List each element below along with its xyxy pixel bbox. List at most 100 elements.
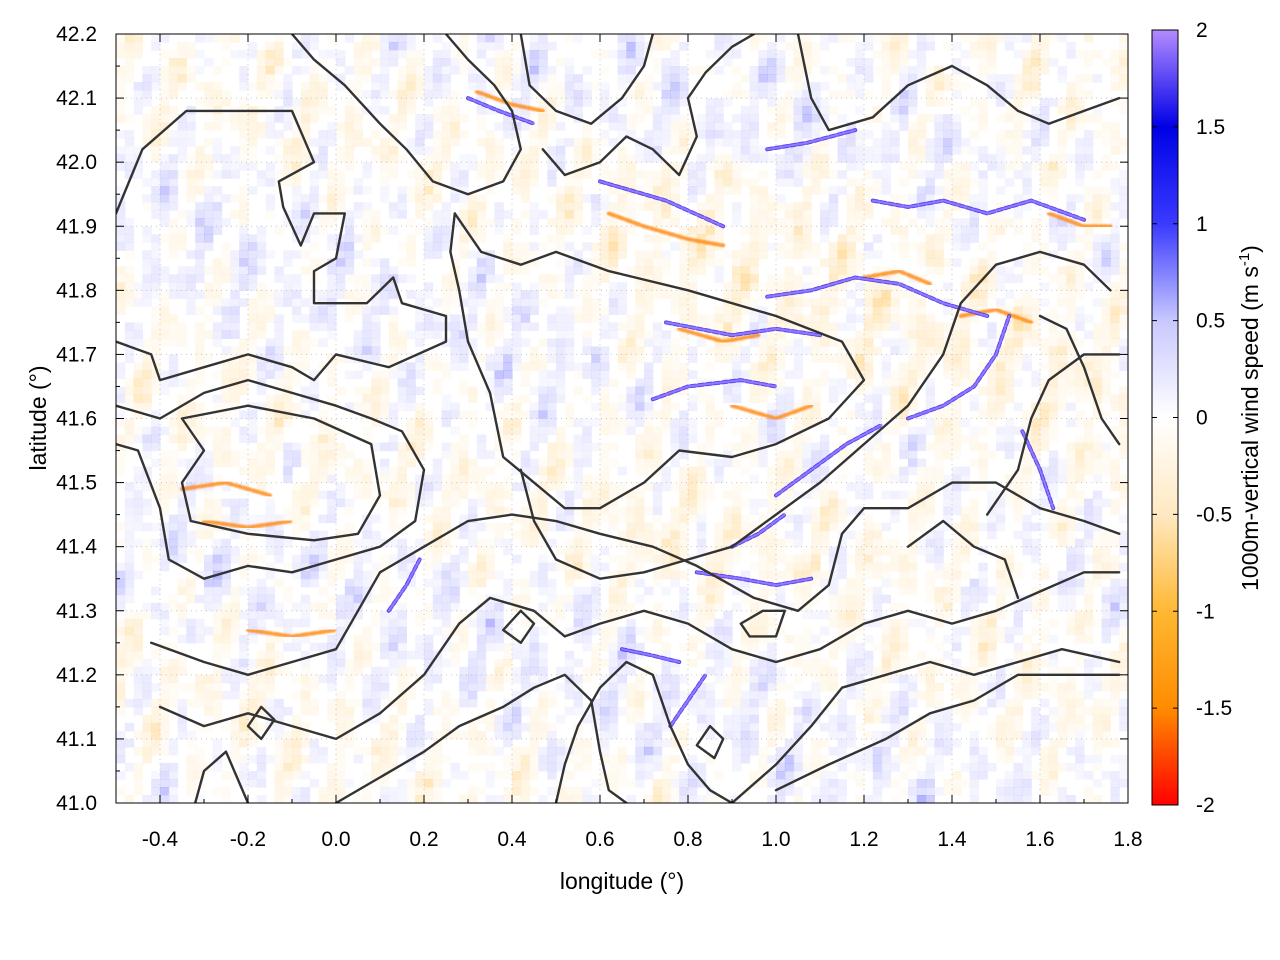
field-cell bbox=[943, 130, 953, 139]
field-cell bbox=[133, 170, 143, 179]
field-cell bbox=[538, 138, 548, 147]
field-cell bbox=[608, 458, 619, 468]
field-cell bbox=[151, 234, 161, 243]
field-cell bbox=[151, 74, 161, 83]
field-cell bbox=[670, 34, 680, 43]
field-cell bbox=[538, 130, 548, 139]
field-cell bbox=[1066, 338, 1076, 347]
field-cell bbox=[450, 410, 460, 420]
field-cell bbox=[582, 274, 592, 283]
field-cell bbox=[855, 130, 865, 139]
field-cell bbox=[177, 138, 187, 147]
field-cell bbox=[318, 546, 328, 556]
field-cell bbox=[617, 394, 627, 404]
field-cell bbox=[767, 282, 777, 291]
field-cell bbox=[292, 146, 302, 155]
field-cell bbox=[265, 354, 275, 363]
field-cell bbox=[696, 442, 707, 452]
field-cell bbox=[564, 290, 575, 299]
field-cell bbox=[793, 490, 803, 500]
field-cell bbox=[767, 378, 777, 387]
field-cell bbox=[116, 66, 126, 75]
field-cell bbox=[212, 82, 223, 91]
field-cell bbox=[459, 450, 469, 460]
field-cell bbox=[714, 202, 724, 211]
field-cell bbox=[776, 322, 786, 331]
field-cell bbox=[344, 290, 355, 299]
field-cell bbox=[168, 338, 179, 347]
field-cell bbox=[432, 530, 443, 540]
field-cell bbox=[1092, 378, 1103, 387]
field-cell bbox=[872, 234, 883, 243]
field-cell bbox=[1092, 170, 1103, 179]
field-cell bbox=[749, 178, 759, 187]
field-cell bbox=[696, 186, 707, 195]
field-cell bbox=[644, 154, 654, 163]
field-cell bbox=[547, 66, 557, 75]
field-cell bbox=[644, 482, 654, 492]
field-cell bbox=[723, 306, 733, 315]
field-cell bbox=[1119, 242, 1128, 251]
field-cell bbox=[1004, 498, 1015, 508]
field-cell bbox=[195, 474, 205, 484]
field-cell bbox=[494, 314, 504, 323]
field-cell bbox=[371, 298, 381, 307]
field-cell bbox=[846, 130, 856, 139]
field-cell bbox=[582, 90, 592, 99]
field-cell bbox=[793, 354, 803, 363]
field-cell bbox=[916, 130, 927, 139]
field-cell bbox=[749, 210, 759, 219]
field-cell bbox=[749, 386, 759, 396]
field-cell bbox=[749, 146, 759, 155]
field-cell bbox=[336, 74, 346, 83]
field-cell bbox=[987, 418, 997, 428]
field-cell bbox=[608, 186, 619, 195]
field-cell bbox=[212, 66, 223, 75]
field-cell bbox=[564, 498, 575, 508]
field-cell bbox=[476, 274, 487, 283]
field-cell bbox=[230, 170, 240, 179]
field-cell bbox=[828, 218, 839, 227]
field-cell bbox=[1031, 498, 1041, 508]
field-cell bbox=[732, 138, 742, 147]
field-cell bbox=[899, 114, 909, 123]
field-cell bbox=[459, 442, 469, 452]
field-cell bbox=[723, 98, 733, 107]
field-cell bbox=[987, 42, 997, 51]
field-cell bbox=[221, 322, 231, 331]
field-cell bbox=[186, 218, 196, 227]
field-cell bbox=[564, 410, 575, 420]
field-cell bbox=[503, 410, 513, 420]
field-cell bbox=[230, 250, 240, 259]
field-cell bbox=[318, 218, 328, 227]
field-cell bbox=[652, 274, 663, 283]
field-cell bbox=[749, 194, 759, 203]
field-cell bbox=[626, 546, 636, 556]
field-cell bbox=[556, 394, 566, 404]
field-cell bbox=[925, 154, 935, 163]
field-cell bbox=[195, 226, 205, 235]
field-cell bbox=[1004, 354, 1015, 363]
field-cell bbox=[626, 202, 636, 211]
field-cell bbox=[952, 498, 962, 508]
field-cell bbox=[644, 386, 654, 396]
field-cell bbox=[828, 34, 839, 43]
field-cell bbox=[855, 338, 865, 347]
field-cell bbox=[309, 458, 319, 468]
field-cell bbox=[503, 106, 513, 115]
field-cell bbox=[890, 426, 900, 436]
field-cell bbox=[336, 274, 346, 283]
field-cell bbox=[1101, 354, 1111, 363]
field-cell bbox=[494, 146, 504, 155]
field-cell bbox=[353, 178, 363, 187]
field-cell bbox=[124, 250, 135, 259]
field-cell bbox=[688, 474, 698, 484]
field-cell bbox=[617, 66, 627, 75]
field-cell bbox=[899, 98, 909, 107]
field-cell bbox=[679, 490, 689, 500]
field-cell bbox=[916, 426, 927, 436]
field-cell bbox=[670, 106, 680, 115]
field-cell bbox=[837, 322, 847, 331]
field-cell bbox=[468, 522, 478, 532]
field-cell bbox=[432, 506, 443, 516]
